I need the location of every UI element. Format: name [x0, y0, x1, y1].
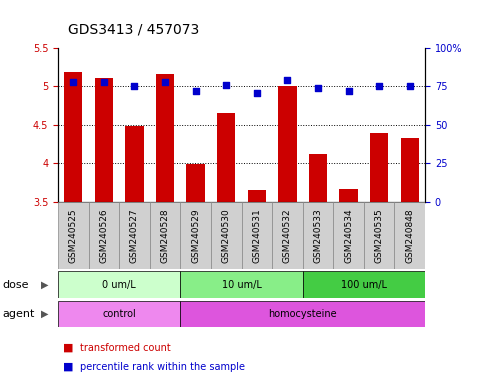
Bar	[156, 74, 174, 202]
Bar	[95, 78, 113, 202]
Point	[222, 82, 230, 88]
Bar	[333, 202, 364, 269]
Bar	[395, 202, 425, 269]
Text: transformed count: transformed count	[80, 343, 170, 353]
Text: ▶: ▶	[41, 309, 48, 319]
Text: GSM240526: GSM240526	[99, 208, 108, 263]
Bar	[303, 271, 425, 298]
Bar	[217, 113, 235, 202]
Text: GSM240535: GSM240535	[375, 208, 384, 263]
Text: GSM240525: GSM240525	[69, 208, 78, 263]
Text: GSM240848: GSM240848	[405, 208, 414, 263]
Text: 10 um/L: 10 um/L	[222, 280, 261, 290]
Point	[406, 83, 413, 89]
Bar	[58, 301, 180, 327]
Text: 0 um/L: 0 um/L	[102, 280, 136, 290]
Bar	[64, 72, 83, 202]
Bar	[370, 133, 388, 202]
Text: agent: agent	[2, 309, 35, 319]
Text: percentile rank within the sample: percentile rank within the sample	[80, 362, 245, 372]
Text: GSM240532: GSM240532	[283, 208, 292, 263]
Point	[253, 89, 261, 96]
Bar	[340, 189, 358, 202]
Bar	[58, 202, 88, 269]
Text: GSM240531: GSM240531	[252, 208, 261, 263]
Text: GSM240530: GSM240530	[222, 208, 231, 263]
Text: ■: ■	[63, 362, 73, 372]
Bar	[88, 202, 119, 269]
Bar	[180, 271, 303, 298]
Text: homocysteine: homocysteine	[269, 309, 337, 319]
Text: control: control	[102, 309, 136, 319]
Text: GDS3413 / 457073: GDS3413 / 457073	[68, 23, 199, 36]
Text: ■: ■	[63, 343, 73, 353]
Text: GSM240528: GSM240528	[160, 208, 170, 263]
Point	[345, 88, 353, 94]
Point	[70, 79, 77, 85]
Point	[100, 79, 108, 85]
Point	[375, 83, 383, 89]
Point	[192, 88, 199, 94]
Bar	[309, 154, 327, 202]
Bar	[400, 138, 419, 202]
Point	[284, 77, 291, 83]
Bar	[278, 86, 297, 202]
Bar	[303, 202, 333, 269]
Text: dose: dose	[2, 280, 29, 290]
Bar	[58, 271, 180, 298]
Bar	[211, 202, 242, 269]
Text: GSM240529: GSM240529	[191, 208, 200, 263]
Bar	[272, 202, 303, 269]
Text: GSM240533: GSM240533	[313, 208, 323, 263]
Text: GSM240534: GSM240534	[344, 208, 353, 263]
Point	[161, 79, 169, 85]
Bar	[119, 202, 150, 269]
Text: ▶: ▶	[41, 280, 48, 290]
Bar	[242, 202, 272, 269]
Bar	[125, 126, 143, 202]
Bar	[180, 202, 211, 269]
Bar	[150, 202, 180, 269]
Text: 100 um/L: 100 um/L	[341, 280, 387, 290]
Point	[314, 85, 322, 91]
Bar	[248, 190, 266, 202]
Bar	[180, 301, 425, 327]
Point	[130, 83, 138, 89]
Bar	[186, 164, 205, 202]
Text: GSM240527: GSM240527	[130, 208, 139, 263]
Bar	[364, 202, 395, 269]
